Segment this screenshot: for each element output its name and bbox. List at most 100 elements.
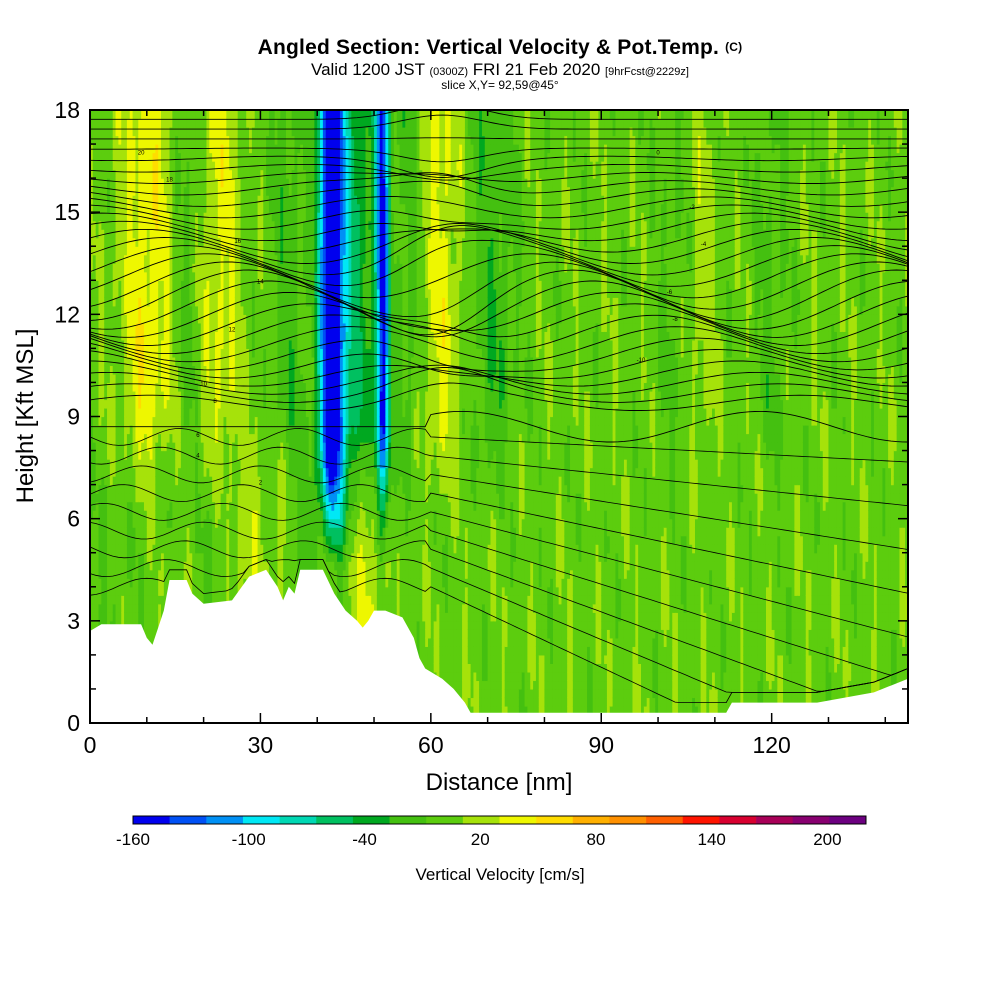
- velocity-cell: [124, 339, 128, 349]
- velocity-cell: [163, 305, 168, 315]
- velocity-cell: [166, 356, 171, 367]
- velocity-cell: [178, 425, 182, 435]
- velocity-cell: [180, 169, 185, 179]
- velocity-cell: [141, 620, 145, 630]
- velocity-cell: [107, 314, 111, 324]
- velocity-cell: [155, 561, 159, 571]
- velocity-cell: [161, 186, 165, 196]
- velocity-cell: [180, 561, 185, 571]
- velocity-cell: [152, 246, 156, 256]
- velocity-cell: [92, 425, 97, 435]
- velocity-cell: [112, 152, 117, 162]
- velocity-cell: [169, 501, 173, 511]
- velocity-cell: [175, 161, 179, 171]
- velocity-cell: [163, 322, 168, 332]
- velocity-cell: [141, 493, 145, 503]
- velocity-cell: [126, 603, 131, 613]
- velocity-cell: [112, 433, 117, 443]
- velocity-cell: [112, 373, 117, 384]
- velocity-cell: [141, 229, 145, 239]
- velocity-cell: [92, 510, 97, 520]
- velocity-cell: [112, 510, 117, 520]
- velocity-cell: [141, 280, 145, 290]
- velocity-cell: [101, 161, 105, 171]
- velocity-cell: [169, 322, 173, 332]
- velocity-cell: [161, 127, 165, 137]
- velocity-cell: [107, 348, 111, 358]
- velocity-cell: [132, 356, 137, 367]
- velocity-cell: [124, 220, 128, 230]
- velocity-cell: [141, 152, 145, 162]
- velocity-cell: [155, 569, 159, 579]
- velocity-cell: [172, 195, 176, 205]
- velocity-cell: [104, 220, 108, 230]
- velocity-cell: [161, 305, 165, 315]
- velocity-cell: [126, 169, 131, 179]
- velocity-cell: [101, 467, 105, 477]
- velocity-cell: [115, 382, 119, 392]
- velocity-cell: [138, 144, 142, 154]
- velocity-cell: [178, 399, 182, 409]
- velocity-cell: [149, 118, 154, 128]
- velocity-cell: [118, 195, 122, 205]
- velocity-cell: [138, 263, 142, 273]
- velocity-cell: [155, 246, 159, 256]
- velocity-cell: [155, 365, 159, 375]
- velocity-cell: [90, 459, 94, 469]
- velocity-cell: [95, 195, 100, 205]
- velocity-cell: [115, 246, 119, 256]
- velocity-cell: [175, 314, 179, 324]
- velocity-cell: [118, 442, 122, 452]
- velocity-cell: [90, 501, 94, 511]
- velocity-cell: [104, 399, 108, 409]
- velocity-cell: [124, 263, 128, 273]
- velocity-cell: [172, 510, 176, 520]
- velocity-cell: [118, 246, 122, 256]
- velocity-cell: [149, 561, 154, 571]
- velocity-cell: [92, 603, 97, 613]
- velocity-cell: [98, 535, 102, 545]
- velocity-cell: [155, 178, 159, 188]
- velocity-cell: [124, 254, 128, 264]
- velocity-cell: [135, 110, 139, 120]
- velocity-cell: [101, 263, 105, 273]
- velocity-cell: [109, 152, 114, 162]
- velocity-cell: [129, 144, 134, 154]
- velocity-cell: [135, 127, 139, 137]
- velocity-cell: [132, 493, 137, 503]
- velocity-cell: [101, 433, 105, 443]
- velocity-cell: [104, 305, 108, 315]
- velocity-cell: [124, 169, 128, 179]
- velocity-cell: [124, 569, 128, 579]
- velocity-cell: [141, 186, 145, 196]
- velocity-cell: [155, 442, 159, 452]
- velocity-cell: [90, 527, 94, 537]
- velocity-cell: [152, 416, 156, 426]
- velocity-cell: [95, 246, 100, 256]
- velocity-cell: [109, 442, 114, 452]
- velocity-cell: [141, 305, 145, 315]
- velocity-cell: [178, 212, 182, 222]
- velocity-cell: [161, 322, 165, 332]
- velocity-cell: [98, 501, 102, 511]
- velocity-cell: [155, 510, 159, 520]
- velocity-cell: [175, 450, 179, 460]
- velocity-cell: [107, 544, 111, 554]
- velocity-cell: [90, 348, 94, 358]
- velocity-cell: [158, 518, 162, 528]
- velocity-cell: [152, 629, 156, 639]
- velocity-cell: [172, 407, 176, 418]
- velocity-cell: [121, 484, 125, 494]
- velocity-cell: [129, 246, 134, 256]
- velocity-cell: [169, 356, 173, 367]
- velocity-cell: [135, 212, 139, 222]
- velocity-cell: [112, 331, 117, 341]
- velocity-cell: [172, 484, 176, 494]
- velocity-cell: [101, 203, 105, 213]
- velocity-cell: [107, 425, 111, 435]
- velocity-cell: [98, 118, 102, 128]
- velocity-cell: [183, 569, 188, 579]
- velocity-cell: [109, 459, 114, 469]
- velocity-cell: [112, 271, 117, 281]
- velocity-cell: [101, 297, 105, 307]
